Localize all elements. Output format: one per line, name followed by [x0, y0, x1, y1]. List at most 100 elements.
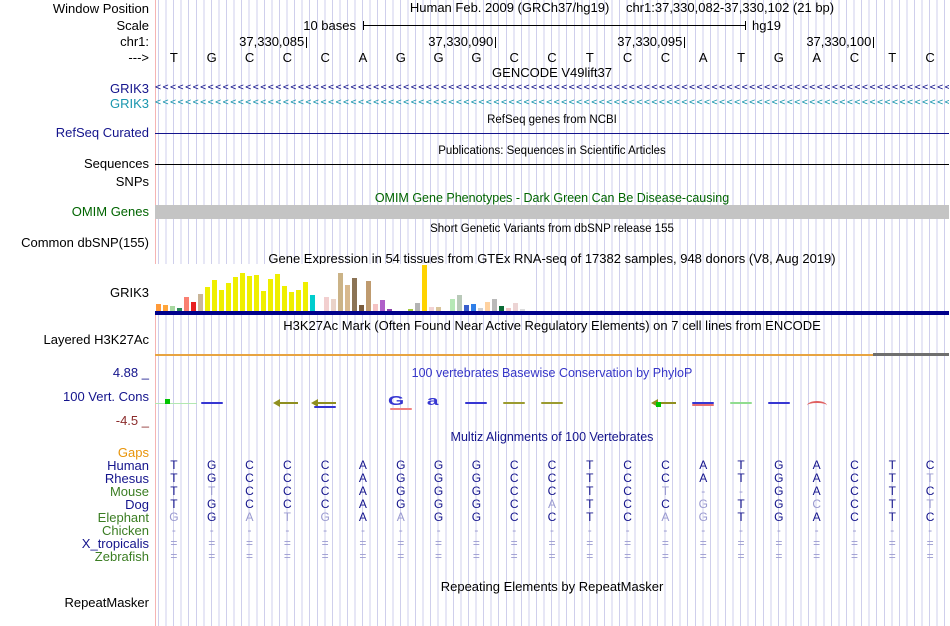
- gencode-gene-row[interactable]: <<<<<<<<<<<<<<<<<<<<<<<<<<<<<<<<<<<<<<<<…: [155, 97, 949, 108]
- cons-track-label[interactable]: 100 Vert. Cons: [63, 389, 149, 404]
- cons-track-title[interactable]: 100 vertebrates Basewise Conservation by…: [411, 366, 693, 380]
- refseq-track-title[interactable]: RefSeq genes from NCBI: [487, 114, 617, 126]
- gtex-bar[interactable]: [289, 292, 294, 311]
- sequence-base: T: [888, 50, 897, 65]
- omim-genes-label[interactable]: OMIM Genes: [71, 204, 149, 219]
- gtex-gene-label[interactable]: GRIK3: [109, 285, 149, 300]
- gtex-bar[interactable]: [520, 309, 525, 311]
- dbsnp-track-title[interactable]: Short Genetic Variants from dbSNP releas…: [430, 223, 674, 235]
- multiz-track-title[interactable]: Multiz Alignments of 100 Vertebrates: [450, 430, 654, 444]
- gtex-bar[interactable]: [296, 290, 301, 311]
- gtex-bar[interactable]: [492, 299, 497, 311]
- gtex-bar[interactable]: [275, 274, 280, 311]
- species-label[interactable]: Elephant: [97, 510, 149, 525]
- gtex-bar[interactable]: [338, 273, 343, 311]
- repeatmasker-label[interactable]: RepeatMasker: [64, 595, 149, 610]
- gtex-bar[interactable]: [226, 283, 231, 311]
- gtex-bar[interactable]: [303, 282, 308, 311]
- publications-item-line[interactable]: [155, 164, 949, 165]
- gtex-bar[interactable]: [177, 308, 182, 311]
- species-label[interactable]: Rhesus: [104, 471, 149, 486]
- refseq-gene-line[interactable]: [155, 133, 949, 134]
- gtex-bar[interactable]: [268, 279, 273, 311]
- gtex-bar[interactable]: [198, 294, 203, 311]
- strand-arrow-label[interactable]: --->: [128, 50, 149, 65]
- species-label[interactable]: Gaps: [117, 445, 149, 460]
- alignment-base: -: [814, 523, 819, 537]
- gtex-bar[interactable]: [331, 299, 336, 311]
- gtex-bar[interactable]: [310, 295, 315, 311]
- species-label[interactable]: X_tropicalis: [81, 536, 149, 551]
- gtex-bar[interactable]: [513, 303, 518, 311]
- alignment-base: =: [850, 536, 858, 550]
- cons-mark: [541, 402, 563, 404]
- gtex-bar[interactable]: [387, 309, 392, 311]
- alignment-base: C: [812, 497, 821, 511]
- sequence-base: C: [509, 50, 519, 65]
- gtex-bar[interactable]: [219, 290, 224, 311]
- gtex-bar[interactable]: [156, 304, 161, 311]
- gtex-bar[interactable]: [345, 285, 350, 311]
- gtex-bar[interactable]: [282, 286, 287, 311]
- gtex-bar[interactable]: [261, 291, 266, 311]
- repeatmasker-track-title[interactable]: Repeating Elements by RepeatMasker: [440, 579, 664, 594]
- dbsnp-label[interactable]: Common dbSNP(155): [21, 235, 149, 250]
- sequence-base: G: [773, 50, 784, 65]
- gtex-bar[interactable]: [233, 277, 238, 311]
- gtex-bar[interactable]: [429, 307, 434, 311]
- alignment-base: G: [774, 471, 784, 485]
- gtex-bar[interactable]: [499, 306, 504, 311]
- gencode-gene-label-1[interactable]: GRIK3: [109, 81, 149, 96]
- publications-track-title[interactable]: Publications: Sequences in Scientific Ar…: [438, 145, 666, 157]
- alignment-base: =: [888, 549, 896, 563]
- gtex-bar[interactable]: [408, 309, 413, 311]
- gtex-bar[interactable]: [254, 275, 259, 311]
- refseq-curated-label[interactable]: RefSeq Curated: [55, 125, 149, 140]
- species-label[interactable]: Human: [107, 458, 149, 473]
- omim-track-title[interactable]: OMIM Gene Phenotypes - Dark Green Can Be…: [374, 191, 730, 205]
- gtex-plot-area: [155, 264, 534, 311]
- h3k27ac-label[interactable]: Layered H3K27Ac: [43, 332, 149, 347]
- gencode-gene-row[interactable]: <<<<<<<<<<<<<<<<<<<<<<<<<<<<<<<<<<<<<<<<…: [155, 82, 949, 93]
- h3k27ac-track-title[interactable]: H3K27Ac Mark (Often Found Near Active Re…: [283, 318, 821, 333]
- gtex-bar[interactable]: [506, 308, 511, 311]
- gtex-bar[interactable]: [163, 305, 168, 311]
- gtex-bar[interactable]: [366, 281, 371, 311]
- gtex-bar[interactable]: [471, 304, 476, 311]
- gtex-bar[interactable]: [485, 302, 490, 311]
- gencode-gene-label-2[interactable]: GRIK3: [109, 96, 149, 111]
- gtex-bar[interactable]: [450, 299, 455, 311]
- species-label[interactable]: Mouse: [109, 484, 149, 499]
- gtex-bar[interactable]: [359, 305, 364, 311]
- gtex-bar[interactable]: [457, 295, 462, 311]
- gtex-bar[interactable]: [205, 287, 210, 311]
- species-label[interactable]: Zebrafish: [94, 549, 149, 564]
- omim-gene-bar[interactable]: [155, 205, 949, 219]
- gtex-bar[interactable]: [352, 278, 357, 311]
- sequences-label[interactable]: Sequences: [83, 156, 149, 171]
- gtex-bar[interactable]: [373, 304, 378, 311]
- gtex-bar[interactable]: [212, 280, 217, 311]
- gtex-bar[interactable]: [184, 297, 189, 311]
- gtex-bar[interactable]: [415, 303, 420, 311]
- gtex-bar[interactable]: [240, 273, 245, 311]
- gencode-track-title[interactable]: GENCODE V49lift37: [492, 65, 612, 80]
- species-label[interactable]: Chicken: [102, 523, 149, 538]
- gtex-bar[interactable]: [170, 306, 175, 311]
- alignment-base: C: [925, 458, 935, 472]
- cons-mark: [155, 403, 197, 404]
- cons-mark: G: [387, 393, 404, 408]
- alignment-base: C: [245, 484, 254, 498]
- gtex-bar[interactable]: [436, 307, 441, 311]
- snps-label[interactable]: SNPs: [115, 174, 149, 189]
- gtex-bar[interactable]: [464, 305, 469, 311]
- gtex-bar[interactable]: [247, 276, 252, 311]
- gtex-bar[interactable]: [191, 302, 196, 311]
- gtex-bar[interactable]: [478, 308, 483, 311]
- h3k27ac-gray-segment: [873, 353, 949, 356]
- gtex-bar[interactable]: [380, 300, 385, 311]
- gtex-bar[interactable]: [422, 265, 427, 311]
- gtex-track-title[interactable]: Gene Expression in 54 tissues from GTEx …: [268, 251, 836, 266]
- species-label[interactable]: Dog: [125, 497, 149, 512]
- gtex-bar[interactable]: [324, 297, 329, 311]
